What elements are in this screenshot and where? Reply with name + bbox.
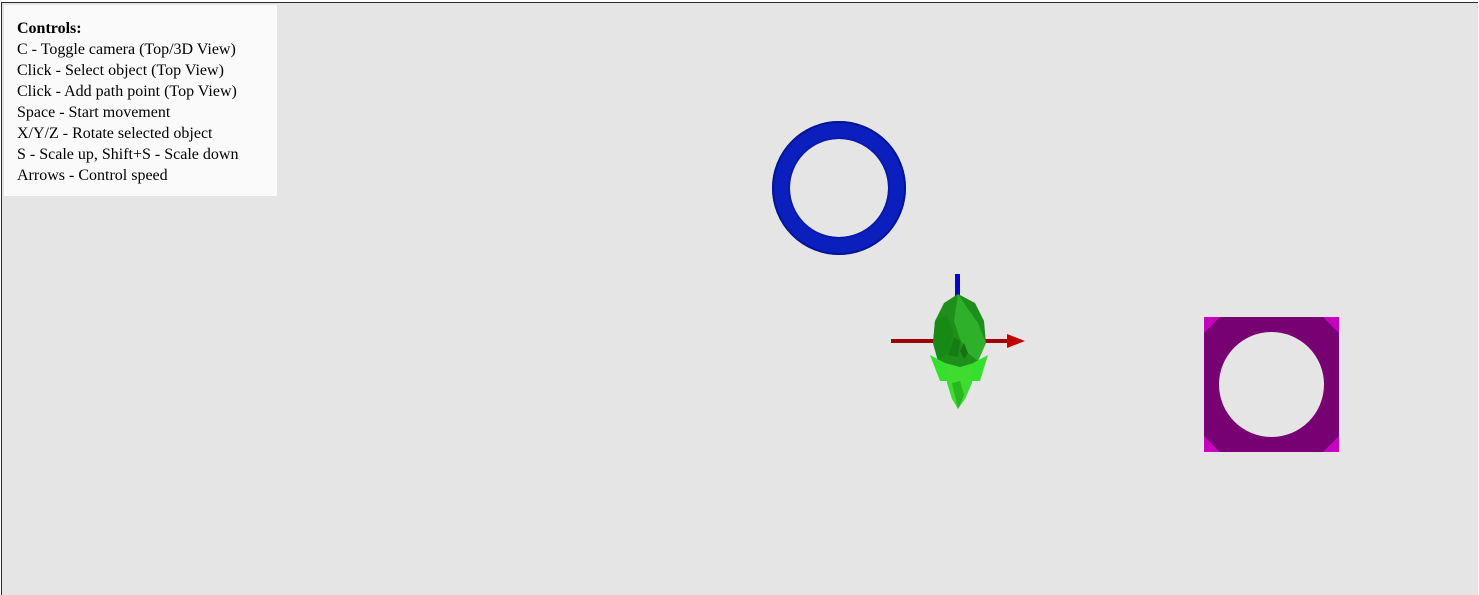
scene-canvas[interactable] xyxy=(2,3,1478,595)
gizmo-x-arrowhead xyxy=(1007,334,1025,348)
control-select-object: Click - Select object (Top View) xyxy=(17,62,224,79)
magenta-ring-block[interactable] xyxy=(1204,317,1339,452)
control-speed: Arrows - Control speed xyxy=(17,167,168,184)
control-scale: S - Scale up, Shift+S - Scale down xyxy=(17,146,239,163)
blue-torus[interactable] xyxy=(772,121,906,255)
green-ship-model[interactable] xyxy=(930,294,988,409)
gizmo-y-axis xyxy=(955,274,960,300)
controls-title: Controls: xyxy=(17,20,82,37)
controls-help-panel: Controls: C - Toggle camera (Top/3D View… xyxy=(4,5,277,196)
control-start-movement: Space - Start movement xyxy=(17,104,171,121)
control-add-path-point: Click - Add path point (Top View) xyxy=(17,83,237,100)
control-rotate-object: X/Y/Z - Rotate selected object xyxy=(17,125,213,142)
control-toggle-camera: C - Toggle camera (Top/3D View) xyxy=(17,41,236,58)
